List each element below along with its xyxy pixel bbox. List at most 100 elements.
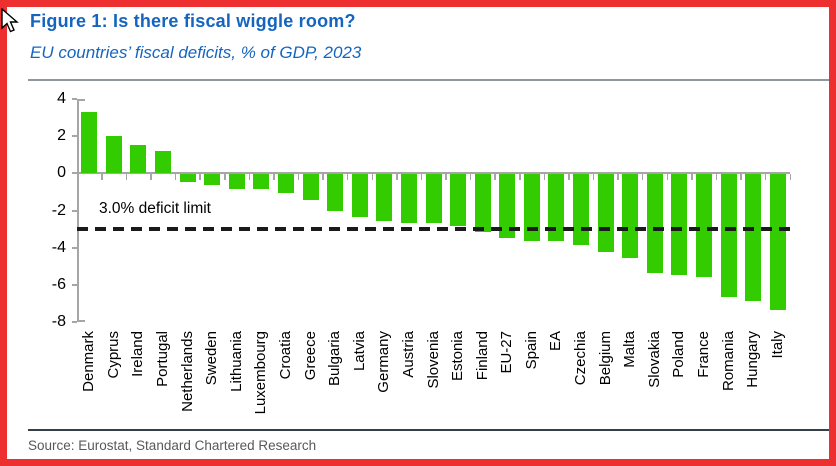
x-tick — [101, 174, 103, 181]
x-category-label: Portugal — [154, 331, 172, 387]
x-category-label: Croatia — [276, 331, 294, 380]
x-tick — [691, 174, 693, 181]
x-tick — [371, 174, 374, 181]
bar-poland — [671, 174, 688, 275]
x-tick — [715, 174, 718, 181]
x-category-label: Cyprus — [104, 331, 122, 379]
deficit-limit-line — [77, 227, 790, 232]
x-tick — [666, 174, 669, 181]
y-axis-cap-bottom — [79, 320, 85, 322]
mouse-cursor-icon — [0, 7, 20, 41]
x-tick — [199, 174, 201, 181]
figure-subtitle: EU countries’ fiscal deficits, % of GDP,… — [30, 43, 362, 62]
bar-latvia — [351, 174, 368, 218]
x-category-label: Malta — [621, 331, 639, 368]
x-category-label: Netherlands — [178, 331, 196, 412]
x-category-label: Sweden — [203, 331, 221, 386]
bar-eu-27 — [499, 174, 516, 238]
footer-divider — [28, 429, 829, 431]
bar-finland — [474, 174, 491, 232]
x-tick — [789, 174, 791, 181]
x-tick — [568, 174, 570, 181]
x-tick — [740, 174, 742, 181]
x-tick — [445, 174, 447, 181]
bar-ireland — [130, 145, 147, 174]
x-tick — [297, 174, 300, 181]
bar-slovakia — [646, 174, 663, 273]
x-category-label: Poland — [670, 331, 688, 378]
header-divider — [28, 79, 829, 81]
x-tick — [469, 174, 472, 181]
y-tick-label: 4 — [57, 90, 66, 107]
x-category-label: EU-27 — [498, 331, 516, 374]
x-tick — [174, 174, 177, 181]
y-tick — [72, 172, 77, 175]
y-tick — [72, 209, 77, 212]
bar-italy — [769, 174, 786, 310]
bar-germany — [376, 174, 393, 221]
x-category-label: Estonia — [449, 331, 467, 382]
x-tick — [346, 174, 349, 181]
y-tick — [72, 246, 77, 249]
x-category-label: Italy — [768, 331, 786, 359]
y-tick-label: 2 — [57, 127, 66, 145]
y-tick — [72, 283, 77, 286]
bar-ea — [548, 174, 565, 242]
y-tick-label: -4 — [51, 238, 66, 256]
x-category-label: Romania — [719, 331, 737, 392]
bar-hungary — [745, 174, 762, 301]
x-tick — [764, 174, 767, 181]
y-tick-label: -8 — [51, 313, 66, 330]
x-category-label: Denmark — [80, 331, 98, 392]
bar-bulgaria — [327, 174, 344, 212]
x-tick — [592, 174, 595, 181]
x-category-label: France — [694, 331, 712, 378]
bar-sweden — [204, 174, 221, 186]
x-category-label: Finland — [473, 331, 491, 381]
x-category-label: Slovenia — [424, 331, 442, 389]
x-category-label: Bulgaria — [326, 331, 344, 387]
x-category-label: Belgium — [596, 331, 614, 386]
x-tick — [641, 174, 644, 181]
x-tick — [420, 174, 423, 181]
x-tick — [224, 174, 226, 181]
x-tick — [494, 174, 496, 181]
bar-netherlands — [179, 174, 196, 182]
bar-cyprus — [105, 136, 122, 174]
y-tick-label: -6 — [51, 275, 66, 293]
x-category-label: Greece — [301, 331, 319, 381]
x-tick — [273, 174, 275, 181]
x-category-label: Austria — [399, 331, 417, 378]
x-tick — [396, 174, 398, 181]
x-category-label: Ireland — [129, 331, 147, 377]
x-tick — [76, 174, 78, 181]
source-note: Source: Eurostat, Standard Chartered Res… — [28, 438, 317, 453]
x-category-label: Luxembourg — [252, 331, 270, 415]
x-category-label: Czechia — [572, 331, 590, 386]
x-category-label: Germany — [375, 331, 393, 393]
bar-estonia — [450, 174, 467, 227]
bar-denmark — [81, 112, 98, 174]
bar-czechia — [573, 174, 590, 245]
y-axis-cap-top — [79, 99, 85, 101]
x-tick — [543, 174, 546, 181]
bar-portugal — [155, 151, 172, 174]
y-tick — [72, 321, 77, 323]
y-tick-label: -2 — [51, 201, 66, 219]
bar-france — [695, 174, 712, 277]
bar-belgium — [597, 174, 614, 253]
x-category-label: Latvia — [350, 331, 368, 372]
x-tick — [617, 174, 619, 181]
y-tick-label: 0 — [57, 164, 66, 182]
bar-austria — [400, 174, 417, 223]
x-tick — [125, 174, 128, 181]
x-tick — [322, 174, 324, 181]
x-tick — [519, 174, 521, 181]
y-axis — [77, 99, 79, 322]
x-axis-zero-line — [77, 172, 790, 175]
x-tick — [150, 174, 152, 181]
deficit-limit-label: 3.0% deficit limit — [99, 200, 211, 217]
bar-spain — [523, 174, 540, 242]
